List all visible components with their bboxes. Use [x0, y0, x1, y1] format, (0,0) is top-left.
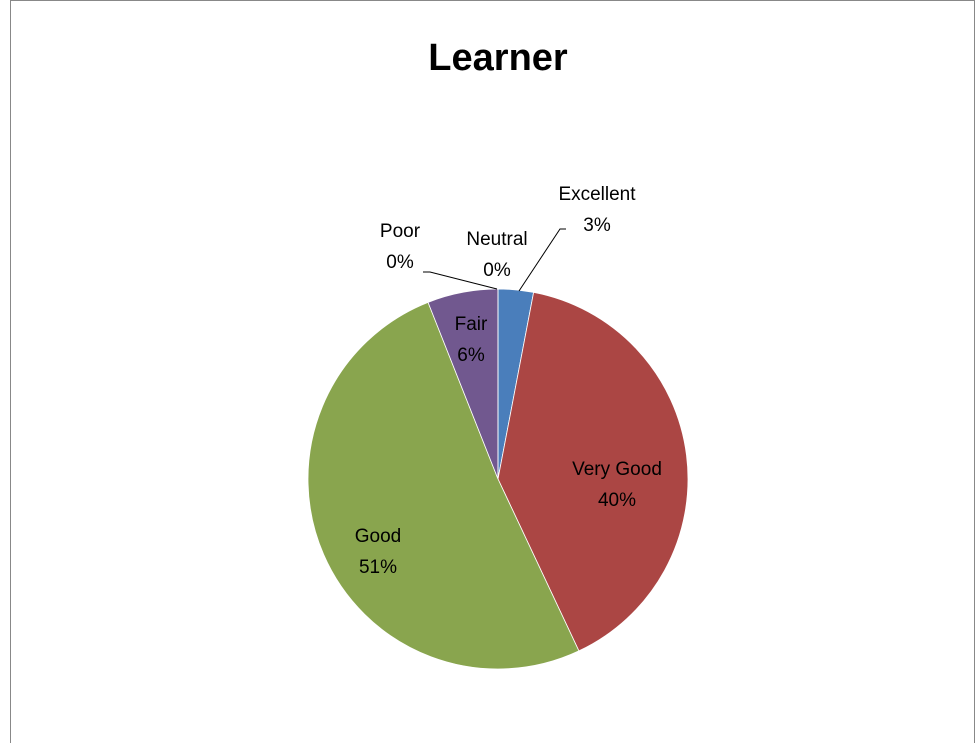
leader-line: [423, 271, 498, 290]
slice-category-label: Very Good: [572, 459, 662, 480]
slice-value-label: 3%: [583, 215, 611, 236]
slice-value-label: 0%: [483, 260, 511, 281]
slice-category-label: Good: [355, 526, 401, 547]
chart-title: Learner: [428, 37, 568, 79]
slice-value-label: 0%: [386, 252, 414, 273]
slice-value-label: 6%: [457, 345, 485, 366]
slice-value-label: 51%: [359, 557, 397, 578]
slice-category-label: Poor: [380, 221, 421, 242]
slice-category-label: Excellent: [558, 184, 636, 205]
slice-value-label: 40%: [598, 490, 636, 511]
leader-line: [518, 228, 566, 292]
slice-category-label: Neutral: [466, 229, 527, 250]
pie-slice: [307, 301, 580, 670]
slice-category-label: Fair: [455, 314, 488, 335]
pie-slice: [497, 291, 689, 652]
